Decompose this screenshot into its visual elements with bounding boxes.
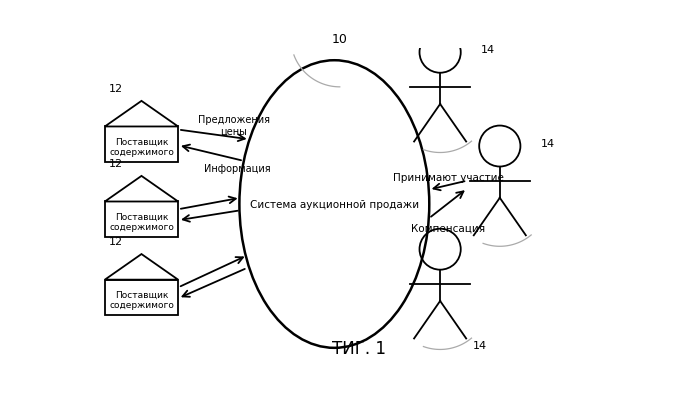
Text: Компенсация: Компенсация <box>411 223 485 233</box>
Polygon shape <box>105 202 178 237</box>
Text: 12: 12 <box>108 159 122 168</box>
Text: 14: 14 <box>481 45 495 55</box>
Text: 14: 14 <box>473 340 486 350</box>
Text: Поставщик
содержимого: Поставщик содержимого <box>109 212 174 232</box>
Text: Информация: Информация <box>204 164 271 174</box>
Ellipse shape <box>239 61 429 348</box>
Text: Принимают участие: Принимают участие <box>393 173 504 183</box>
Text: 14: 14 <box>540 139 554 149</box>
Text: 12: 12 <box>108 84 122 94</box>
Polygon shape <box>105 127 178 162</box>
Polygon shape <box>105 280 178 315</box>
Polygon shape <box>105 254 178 280</box>
Text: Поставщик
содержимого: Поставщик содержимого <box>109 138 174 157</box>
Polygon shape <box>105 102 178 127</box>
Polygon shape <box>105 177 178 202</box>
Text: ΤИГ. 1: ΤИГ. 1 <box>332 339 386 357</box>
Text: 10: 10 <box>332 33 348 46</box>
Text: Система аукционной продажи: Система аукционной продажи <box>250 200 419 209</box>
Text: Предложения
цены: Предложения цены <box>198 114 270 136</box>
Text: 12: 12 <box>108 237 122 247</box>
Text: Поставщик
содержимого: Поставщик содержимого <box>109 290 174 310</box>
